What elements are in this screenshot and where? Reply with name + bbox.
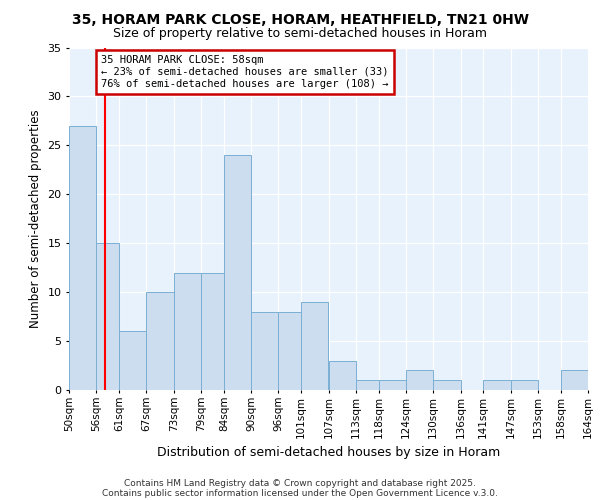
Bar [483,380,511,390]
Bar [174,272,201,390]
Bar [119,332,146,390]
Bar [511,380,538,390]
Bar [251,312,278,390]
Text: 35 HORAM PARK CLOSE: 58sqm
← 23% of semi-detached houses are smaller (33)
76% of: 35 HORAM PARK CLOSE: 58sqm ← 23% of semi… [101,56,388,88]
Bar [97,243,119,390]
Text: Contains public sector information licensed under the Open Government Licence v.: Contains public sector information licen… [102,488,498,498]
Bar [356,380,379,390]
Bar [146,292,174,390]
Text: Size of property relative to semi-detached houses in Horam: Size of property relative to semi-detach… [113,28,487,40]
Bar [301,302,329,390]
Bar [560,370,588,390]
Y-axis label: Number of semi-detached properties: Number of semi-detached properties [29,110,41,328]
Bar [329,360,356,390]
Bar [433,380,461,390]
Bar [406,370,433,390]
Text: Contains HM Land Registry data © Crown copyright and database right 2025.: Contains HM Land Registry data © Crown c… [124,478,476,488]
Bar [224,155,251,390]
X-axis label: Distribution of semi-detached houses by size in Horam: Distribution of semi-detached houses by … [157,446,500,459]
Text: 35, HORAM PARK CLOSE, HORAM, HEATHFIELD, TN21 0HW: 35, HORAM PARK CLOSE, HORAM, HEATHFIELD,… [71,12,529,26]
Bar [278,312,301,390]
Bar [379,380,406,390]
Bar [201,272,224,390]
Bar [69,126,97,390]
